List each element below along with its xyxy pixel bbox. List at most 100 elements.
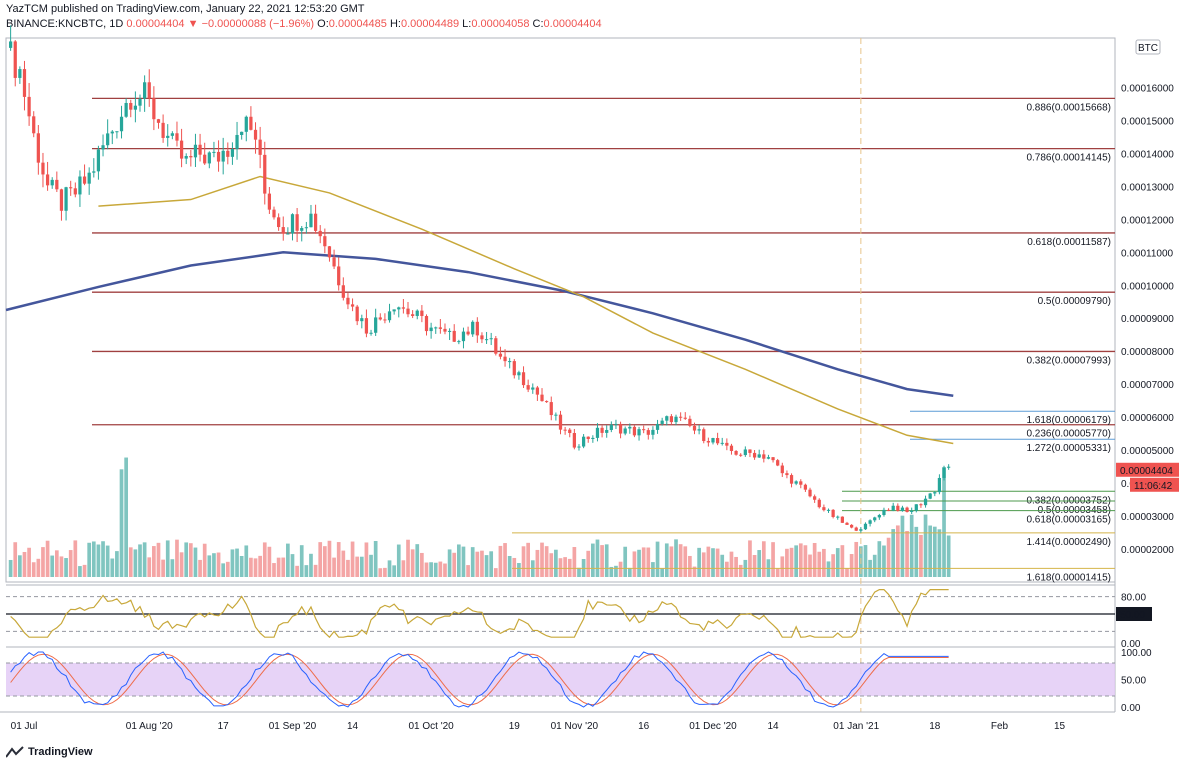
volume-bar bbox=[124, 457, 128, 577]
candle-body bbox=[406, 308, 410, 315]
candle-body bbox=[886, 509, 891, 511]
volume-bar bbox=[299, 545, 304, 577]
volume-bar bbox=[651, 562, 655, 577]
candle-body bbox=[22, 69, 27, 97]
volume-bar bbox=[627, 567, 632, 577]
volume-bar bbox=[355, 556, 360, 577]
volume-bar bbox=[623, 546, 628, 577]
symbol-label[interactable]: BINANCE:KNCBTC, 1D bbox=[6, 18, 124, 30]
candle-body bbox=[332, 257, 336, 267]
volume-bar bbox=[688, 555, 692, 577]
candle-body bbox=[831, 509, 835, 517]
volume-bar bbox=[96, 544, 101, 577]
stoch-k-line bbox=[10, 651, 949, 708]
volume-bar bbox=[512, 557, 517, 577]
candle-body bbox=[840, 516, 844, 523]
candles[interactable] bbox=[9, 25, 951, 533]
time-tick-label: 14 bbox=[347, 721, 359, 732]
fib-level-label: 1.618(0.00001415) bbox=[1026, 572, 1111, 583]
candle-body bbox=[494, 338, 498, 354]
candle-body bbox=[836, 516, 840, 518]
candle-body bbox=[535, 387, 540, 395]
fib-level-label: 0.886(0.00015668) bbox=[1026, 102, 1111, 113]
volume-bars bbox=[8, 457, 951, 577]
rsi-level-label: 80.00 bbox=[1121, 593, 1146, 604]
candle-body bbox=[632, 426, 637, 436]
time-tick-label: 01 Jul bbox=[11, 721, 38, 732]
price-axis[interactable]: BTC 0.00016000 0.00015000 0.00014000 0.00013… bbox=[1116, 39, 1179, 556]
volume-bar bbox=[937, 529, 942, 577]
candle-body bbox=[799, 481, 803, 485]
volume-bar bbox=[484, 555, 489, 577]
candle-body bbox=[923, 498, 928, 506]
moving-averages bbox=[5, 38, 954, 712]
volume-bar bbox=[447, 549, 452, 577]
volume-bar bbox=[526, 542, 531, 577]
candle-body bbox=[420, 310, 424, 316]
candle-body bbox=[600, 427, 604, 433]
volume-bar bbox=[480, 550, 484, 577]
volume-bar bbox=[655, 541, 660, 577]
volume-bar bbox=[244, 545, 249, 577]
tradingview-footer[interactable]: TradingView bbox=[6, 746, 93, 758]
candle-body bbox=[725, 442, 729, 446]
fib-level-label: 0.5(0.00009790) bbox=[1038, 296, 1111, 307]
rsi-pane: 80.0050.000.0050.00 bbox=[6, 584, 1152, 650]
price-tick-label: 0.00012000 bbox=[1121, 215, 1174, 226]
volume-bar bbox=[443, 563, 447, 577]
candle-body bbox=[281, 227, 285, 234]
volume-bar bbox=[752, 555, 757, 577]
price-tick-label: 0.00014000 bbox=[1121, 149, 1174, 160]
volume-bar bbox=[761, 541, 766, 577]
volume-bar bbox=[572, 547, 577, 577]
candle-body bbox=[679, 416, 683, 418]
candle-body bbox=[646, 430, 650, 435]
candle-body bbox=[766, 457, 771, 459]
candle-body bbox=[947, 466, 951, 468]
volume-bar bbox=[517, 563, 521, 577]
volume-bar bbox=[905, 530, 909, 577]
volume-bar bbox=[184, 542, 189, 577]
volume-bar bbox=[493, 568, 498, 577]
candle-body bbox=[230, 149, 235, 157]
volume-bar bbox=[720, 554, 725, 577]
volume-bar bbox=[262, 542, 267, 577]
fib-level-label: 0.382(0.00007993) bbox=[1026, 355, 1111, 366]
volume-bar bbox=[78, 566, 82, 577]
candle-body bbox=[143, 82, 147, 99]
volume-bar bbox=[729, 551, 734, 577]
volume-bar bbox=[641, 547, 646, 577]
price-pane-border bbox=[5, 37, 1116, 583]
volume-bar bbox=[91, 541, 96, 577]
volume-bar bbox=[544, 546, 549, 577]
candle-body bbox=[147, 82, 151, 99]
volume-bar bbox=[239, 556, 244, 577]
stoch-rsi-pane: 100.00 50.00 0.00 bbox=[6, 646, 1152, 714]
time-axis[interactable]: 01 Jul 01 Aug '20 17 01 Sep '20 14 01 Oct '20… bbox=[0, 711, 1115, 732]
candle-body bbox=[443, 328, 447, 332]
volume-bar bbox=[872, 554, 877, 577]
volume-bar bbox=[877, 541, 882, 577]
volume-bar bbox=[475, 551, 480, 577]
candle-body bbox=[221, 150, 225, 162]
volume-bar bbox=[322, 546, 327, 577]
candle-body bbox=[106, 133, 110, 146]
price-tick-label: 0.00003000 bbox=[1121, 512, 1174, 523]
countdown-tag bbox=[1130, 477, 1179, 492]
candle-body bbox=[96, 149, 101, 172]
candle-body bbox=[249, 116, 253, 130]
candle-body bbox=[272, 209, 276, 218]
volume-bar bbox=[50, 555, 55, 577]
volume-bar bbox=[609, 566, 614, 577]
candle-body bbox=[92, 171, 96, 173]
volume-bar bbox=[554, 549, 558, 577]
candle-body bbox=[212, 151, 216, 153]
candle-body bbox=[845, 522, 849, 525]
volume-bar bbox=[586, 550, 591, 577]
volume-bar bbox=[614, 565, 618, 577]
down-arrow-icon: ▼ bbox=[187, 18, 199, 30]
candle-body bbox=[457, 341, 461, 343]
candle-body bbox=[387, 311, 392, 321]
candle-body bbox=[572, 433, 576, 448]
